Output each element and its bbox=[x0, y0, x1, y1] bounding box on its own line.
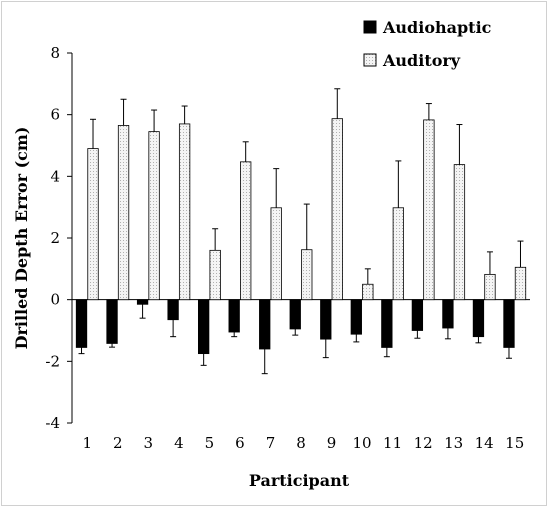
bar-audiohaptic bbox=[75, 299, 88, 348]
legend-swatch-auditory bbox=[363, 53, 377, 67]
bar-auditory bbox=[87, 148, 99, 301]
bar-audiohaptic bbox=[411, 299, 424, 331]
bar-auditory bbox=[301, 249, 313, 301]
y-tick-label: -2 bbox=[45, 352, 60, 370]
bar-audiohaptic bbox=[442, 299, 454, 329]
bar-auditory bbox=[331, 118, 343, 301]
x-tick-label: 6 bbox=[235, 434, 245, 452]
bar-audiohaptic bbox=[197, 299, 210, 355]
legend-swatch-audiohaptic bbox=[363, 20, 377, 34]
bar-audiohaptic bbox=[503, 299, 515, 348]
x-tick-label: 14 bbox=[475, 434, 494, 452]
bar-audiohaptic bbox=[106, 299, 118, 344]
y-axis-label: Drilled Depth Error (cm) bbox=[12, 127, 31, 350]
bar-auditory bbox=[484, 273, 496, 301]
bar-audiohaptic bbox=[289, 299, 301, 330]
bar-auditory bbox=[209, 249, 221, 301]
bar-audiohaptic bbox=[320, 299, 332, 340]
bar-audiohaptic bbox=[228, 299, 240, 333]
bar-auditory bbox=[117, 125, 130, 301]
y-tick-label: 8 bbox=[50, 44, 60, 62]
x-tick-label: 12 bbox=[414, 434, 433, 452]
y-tick-label: -4 bbox=[45, 414, 60, 432]
bar-auditory bbox=[514, 266, 527, 301]
y-tick-label: 6 bbox=[50, 106, 60, 124]
bar-audiohaptic bbox=[167, 299, 179, 321]
x-tick-label: 5 bbox=[205, 434, 215, 452]
bar-audiohaptic bbox=[350, 299, 362, 335]
x-tick-label: 2 bbox=[113, 434, 123, 452]
y-tick-label: 4 bbox=[50, 167, 60, 185]
bar-auditory bbox=[270, 207, 282, 301]
bar-auditory bbox=[178, 123, 191, 301]
bar-audiohaptic bbox=[259, 299, 271, 350]
x-tick-label: 3 bbox=[144, 434, 154, 452]
bar-audiohaptic bbox=[472, 299, 485, 338]
bar-auditory bbox=[392, 207, 405, 301]
x-axis-label: Participant bbox=[249, 471, 350, 490]
x-tick-label: 15 bbox=[505, 434, 524, 452]
y-tick-label: 2 bbox=[50, 229, 60, 247]
bar-auditory bbox=[453, 164, 466, 301]
bar-audiohaptic bbox=[136, 299, 149, 305]
x-tick-label: 11 bbox=[383, 434, 402, 452]
y-tick-label: 0 bbox=[50, 291, 60, 309]
x-tick-label: 13 bbox=[444, 434, 463, 452]
bar-audiohaptic bbox=[381, 299, 393, 348]
x-tick-label: 4 bbox=[174, 434, 184, 452]
legend-label-audiohaptic: Audiohaptic bbox=[382, 18, 492, 37]
bar-auditory bbox=[148, 131, 160, 301]
x-tick-label: 8 bbox=[296, 434, 306, 452]
legend: Audiohaptic Auditory bbox=[363, 18, 492, 70]
legend-label-auditory: Auditory bbox=[382, 51, 461, 70]
x-tick-label: 9 bbox=[327, 434, 337, 452]
bar-auditory bbox=[362, 283, 374, 301]
bar-auditory bbox=[423, 119, 435, 301]
x-tick-label: 7 bbox=[266, 434, 276, 452]
bar-auditory bbox=[240, 161, 252, 301]
x-tick-label: 1 bbox=[82, 434, 92, 452]
x-tick-label: 10 bbox=[353, 434, 372, 452]
